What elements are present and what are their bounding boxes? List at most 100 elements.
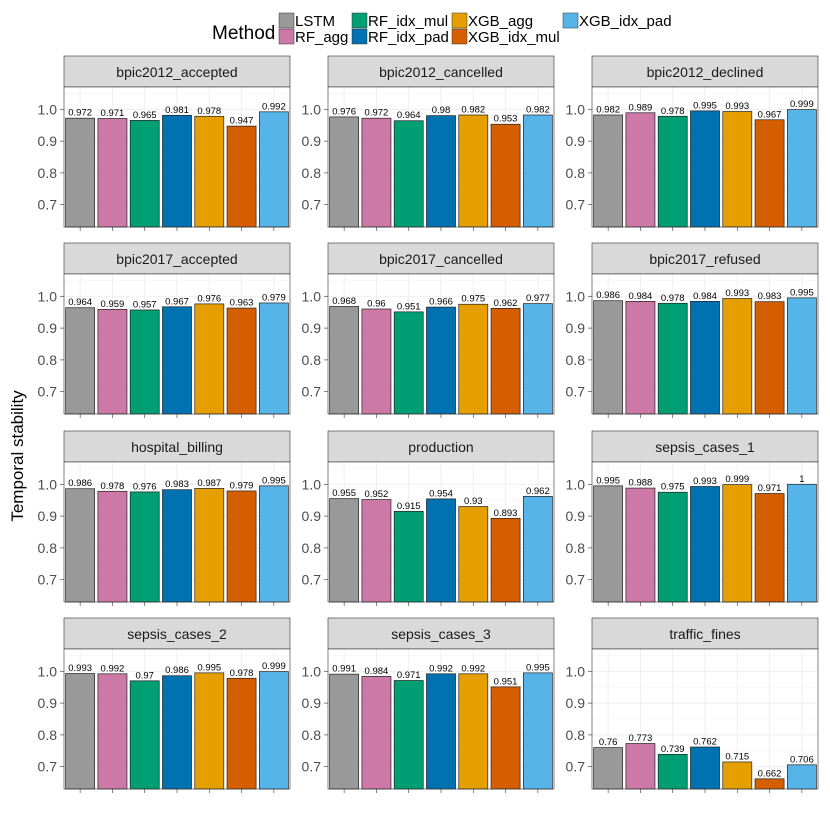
bar-rf-idx-pad <box>426 115 456 228</box>
legend-title: Method <box>212 23 275 44</box>
plot-border <box>63 461 291 603</box>
bar-rf-idx-pad <box>162 489 192 603</box>
bar-rf-idx-mul <box>393 510 424 603</box>
data-label: 0.995 <box>693 100 717 111</box>
bar-rf-idx-mul <box>129 680 160 790</box>
bar-xgb-agg <box>458 303 489 415</box>
data-label: 0.981 <box>165 105 189 116</box>
data-label: 0.982 <box>526 105 550 116</box>
data-label: 0.995 <box>596 475 620 486</box>
legend-swatch-xgb-idx-mul <box>451 28 468 45</box>
bar-xgb-agg <box>458 506 489 603</box>
bar-rf-idx-mul <box>393 311 424 415</box>
facet-title: sepsis_cases_2 <box>127 626 227 642</box>
facet-panel-bpic2017-cancelled: bpic2017_cancelled 0.968 0.96 0.951 0.966 0.9… <box>302 242 555 418</box>
y-tick-label: 0.9 <box>302 508 322 524</box>
bar-rf-idx-mul <box>657 115 688 228</box>
data-label: 0.964 <box>68 297 92 308</box>
bar-xgb-idx-mul <box>754 493 785 603</box>
y-tick-label: 0.8 <box>566 727 586 743</box>
data-label: 0.984 <box>365 666 389 677</box>
data-label: 0.978 <box>661 106 685 117</box>
facet-title: production <box>408 439 473 455</box>
bar-xgb-idx-pad <box>786 764 817 790</box>
data-label: 0.976 <box>197 293 221 304</box>
y-tick-label: 1.0 <box>302 476 322 492</box>
bar-xgb-agg <box>458 114 489 228</box>
data-label: 0.984 <box>693 291 717 302</box>
data-label: 0.999 <box>790 99 814 110</box>
data-label: 0.978 <box>197 106 221 117</box>
plot-border <box>327 86 555 228</box>
data-label: 0.98 <box>432 105 451 116</box>
facet-panel-bpic2017-accepted: bpic2017_accepted 0.964 0.959 0.957 0.967 0.9… <box>38 242 291 418</box>
bar-xgb-idx-mul <box>226 307 257 415</box>
bar-rf-agg <box>361 308 392 415</box>
data-label: 0.993 <box>693 476 717 487</box>
plot-border <box>327 461 555 603</box>
bar-xgb-idx-pad <box>258 485 289 603</box>
y-tick-label: 0.7 <box>38 572 58 588</box>
y-tick-label: 0.8 <box>38 165 58 181</box>
bar-rf-idx-mul <box>657 753 688 790</box>
data-label: 0.988 <box>629 478 653 489</box>
y-tick-label: 0.7 <box>566 384 586 400</box>
data-label: 0.978 <box>230 668 254 679</box>
legend-label-xgb-agg: XGB_agg <box>468 13 533 30</box>
data-label: 0.986 <box>165 665 189 676</box>
data-label: 0.953 <box>494 114 518 125</box>
y-tick-label: 0.7 <box>302 384 322 400</box>
data-label: 0.995 <box>262 475 286 486</box>
y-tick-label: 0.9 <box>302 320 322 336</box>
data-label: 0.947 <box>230 116 254 127</box>
y-tick-label: 0.8 <box>302 165 322 181</box>
y-tick-label: 1.0 <box>302 101 322 117</box>
facet-strip <box>591 430 819 463</box>
bar-rf-idx-pad <box>426 306 456 415</box>
y-tick-label: 0.7 <box>302 572 322 588</box>
legend-swatch-lstm <box>278 12 295 29</box>
bar-xgb-agg <box>458 673 489 790</box>
legend-swatch-rf-agg <box>278 28 295 45</box>
bar-xgb-agg <box>194 303 225 415</box>
y-tick-label: 0.8 <box>566 352 586 368</box>
data-label: 0.893 <box>494 508 518 519</box>
data-label: 0.977 <box>526 293 550 304</box>
y-tick-label: 0.7 <box>38 384 58 400</box>
legend-swatch-xgb-idx-pad <box>562 12 579 29</box>
data-label: 0.962 <box>526 486 550 497</box>
data-label: 0.993 <box>68 663 92 674</box>
y-tick-label: 1.0 <box>38 101 58 117</box>
data-label: 0.978 <box>661 293 685 304</box>
data-label: 0.999 <box>262 661 286 672</box>
bar-rf-agg <box>361 676 392 790</box>
bar-rf-idx-mul <box>129 491 160 603</box>
facet-title: sepsis_cases_1 <box>655 439 755 455</box>
y-tick-label: 1.0 <box>566 101 586 117</box>
bar-lstm <box>329 116 360 228</box>
data-label: 0.982 <box>461 105 485 116</box>
data-label: 0.995 <box>790 287 814 298</box>
data-label: 0.976 <box>133 481 157 492</box>
data-label: 0.966 <box>429 297 453 308</box>
legend-label-rf-idx-mul: RF_idx_mul <box>368 13 448 30</box>
data-label: 0.96 <box>367 299 386 310</box>
data-label: 0.952 <box>365 489 389 500</box>
bar-rf-agg <box>361 499 392 603</box>
plot-border <box>591 86 819 228</box>
facet-panel-bpic2017-refused: bpic2017_refused 0.986 0.984 0.978 0.984 0.99… <box>566 242 819 418</box>
data-label: 1 <box>799 474 804 485</box>
plot-border <box>327 648 555 790</box>
bar-rf-agg <box>625 301 656 415</box>
y-tick-label: 0.7 <box>566 197 586 213</box>
plot-border <box>591 461 819 603</box>
facet-panel-sepsis-cases-2: sepsis_cases_2 0.993 0.992 0.97 0.986 0.995 0.… <box>38 617 291 793</box>
facet-title: bpic2017_cancelled <box>379 251 503 267</box>
legend-label-rf-idx-pad: RF_idx_pad <box>368 29 449 46</box>
y-tick-label: 0.9 <box>38 320 58 336</box>
data-label: 0.76 <box>599 737 618 748</box>
bar-lstm <box>329 306 360 415</box>
facet-panel-traffic-fines: traffic_fines 0.76 0.773 0.739 0.762 0.715 0.6… <box>566 617 819 793</box>
bar-xgb-idx-mul <box>226 490 257 603</box>
